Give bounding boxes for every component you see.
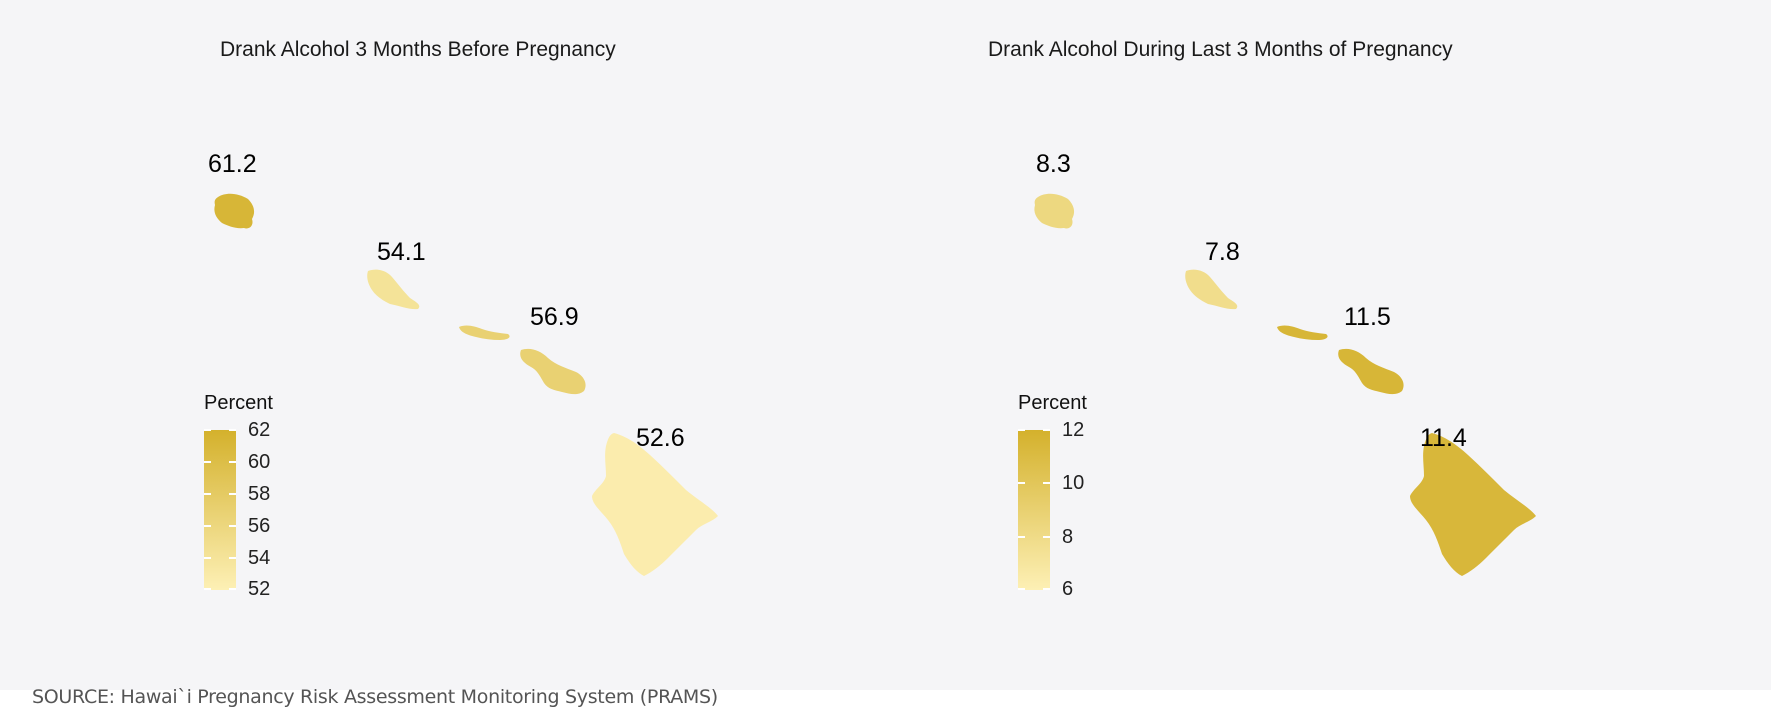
maui-value-label: 56.9: [530, 303, 579, 331]
molokai-island: [1277, 325, 1328, 340]
legend-tick-label: 56: [248, 515, 271, 537]
map-1-legend-ticks: [204, 429, 236, 590]
hawaii-value-label: 52.6: [636, 424, 685, 452]
hawaii-island: [1410, 433, 1536, 576]
legend-tick-label: 6: [1062, 578, 1074, 600]
map-1: [214, 193, 718, 576]
map-2-legend-ticks: [1018, 429, 1050, 590]
figure-panel: Drank Alcohol 3 Months Before Pregnancy …: [204, 38, 1536, 600]
legend-tick-label: 52: [248, 578, 271, 600]
hawaii-value-label: 11.4: [1420, 424, 1467, 452]
map-1-title: Drank Alcohol 3 Months Before Pregnancy: [220, 38, 616, 61]
oahu-island: [1185, 269, 1238, 310]
maui-island: [1338, 348, 1404, 395]
legend-tick-label: 58: [248, 483, 271, 505]
legend-tick-label: 54: [248, 547, 271, 569]
legend-tick-label: 62: [248, 419, 271, 441]
kauai-island: [1034, 193, 1075, 229]
legend-tick-label: 60: [248, 451, 271, 473]
maui-island: [520, 348, 586, 395]
legend-tick-label: 8: [1062, 526, 1074, 548]
source-note: SOURCE: Hawai`i Pregnancy Risk Assessmen…: [32, 686, 718, 708]
map-1-legend-bar: [204, 430, 236, 590]
map-1-legend-title: Percent: [204, 392, 273, 414]
map-2-legend-bar: [1018, 430, 1050, 590]
oahu-value-label: 7.8: [1205, 238, 1240, 266]
map-2: [1034, 193, 1536, 576]
maui-value-label: 11.5: [1344, 303, 1391, 331]
map-2-title: Drank Alcohol During Last 3 Months of Pr…: [988, 38, 1453, 61]
legend-tick-label: 10: [1062, 472, 1085, 494]
legend-tick-label: 12: [1062, 419, 1085, 441]
hawaii-island: [592, 433, 718, 576]
oahu-value-label: 54.1: [377, 238, 426, 266]
kauai-island: [214, 193, 255, 229]
kauai-value-label: 8.3: [1036, 150, 1071, 178]
oahu-island: [367, 269, 420, 310]
map-2-legend-title: Percent: [1018, 392, 1087, 414]
kauai-value-label: 61.2: [208, 150, 257, 178]
islands-map: [204, 193, 1536, 590]
molokai-island: [459, 325, 510, 340]
